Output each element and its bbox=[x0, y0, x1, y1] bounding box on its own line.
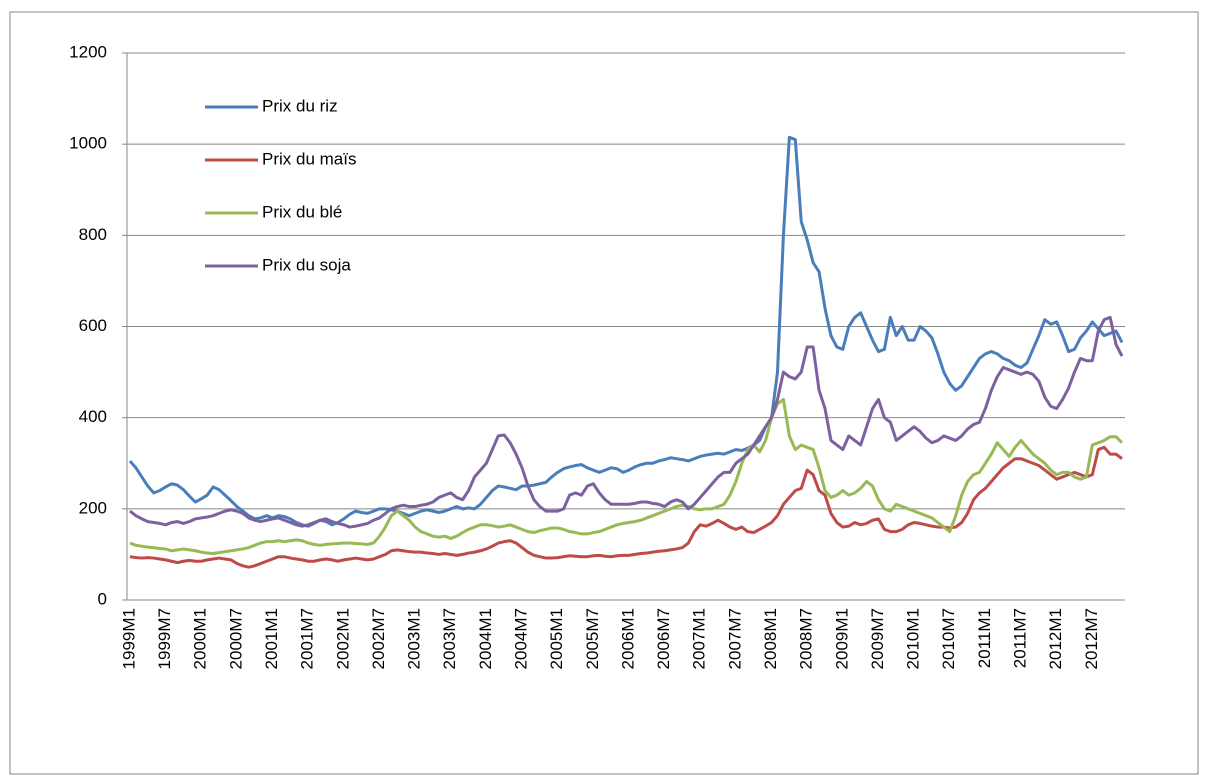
x-tick-label: 2001M7 bbox=[298, 608, 317, 669]
x-tick-label: 1999M7 bbox=[155, 608, 174, 669]
series-line bbox=[128, 135, 1124, 528]
legend-label: Prix du soja bbox=[262, 255, 351, 274]
x-tick-label: 2006M7 bbox=[654, 608, 673, 669]
x-tick-label: 2000M1 bbox=[191, 608, 210, 669]
y-tick-label: 0 bbox=[98, 589, 107, 608]
x-tick-label: 2009M1 bbox=[832, 608, 851, 669]
chart-border bbox=[9, 11, 1199, 775]
x-tick-label: 2010M7 bbox=[939, 608, 958, 669]
x-tick-label: 2007M7 bbox=[725, 608, 744, 669]
x-tick-label: 2009M7 bbox=[868, 608, 887, 669]
legend-label: Prix du riz bbox=[262, 96, 338, 115]
series-line bbox=[129, 445, 1123, 569]
x-tick-label: 2004M7 bbox=[512, 608, 531, 669]
y-tick-label: 400 bbox=[79, 407, 107, 426]
legend-label: Prix du blé bbox=[262, 202, 342, 221]
x-tick-label: 2002M7 bbox=[369, 608, 388, 669]
x-tick-label: 2003M1 bbox=[405, 608, 424, 669]
x-tick-label: 2006M1 bbox=[618, 608, 637, 669]
x-tick-label: 2012M1 bbox=[1046, 608, 1065, 669]
x-tick-label: 2000M7 bbox=[226, 608, 245, 669]
y-tick-label: 200 bbox=[79, 498, 107, 517]
x-tick-label: 2008M7 bbox=[797, 608, 816, 669]
x-tick-label: 2002M1 bbox=[333, 608, 352, 669]
x-tick-label: 2007M1 bbox=[690, 608, 709, 669]
legend-label: Prix du maïs bbox=[262, 149, 356, 168]
x-tick-label: 2004M1 bbox=[476, 608, 495, 669]
x-tick-label: 2008M1 bbox=[761, 608, 780, 669]
y-tick-label: 1200 bbox=[69, 42, 107, 61]
x-tick-label: 2005M1 bbox=[547, 608, 566, 669]
x-tick-label: 2010M1 bbox=[904, 608, 923, 669]
series-line bbox=[129, 397, 1124, 555]
series-line bbox=[129, 315, 1124, 529]
y-tick-label: 1000 bbox=[69, 134, 107, 153]
x-tick-label: 1999M1 bbox=[119, 608, 138, 669]
x-tick-label: 2003M7 bbox=[440, 608, 459, 669]
x-tick-label: 2012M7 bbox=[1082, 608, 1101, 669]
x-tick-label: 2005M7 bbox=[583, 608, 602, 669]
x-tick-label: 2011M7 bbox=[1011, 608, 1030, 668]
y-tick-label: 800 bbox=[79, 225, 107, 244]
x-tick-label: 2011M1 bbox=[975, 608, 994, 668]
y-tick-label: 600 bbox=[79, 316, 107, 335]
x-tick-label: 2001M1 bbox=[262, 608, 281, 669]
